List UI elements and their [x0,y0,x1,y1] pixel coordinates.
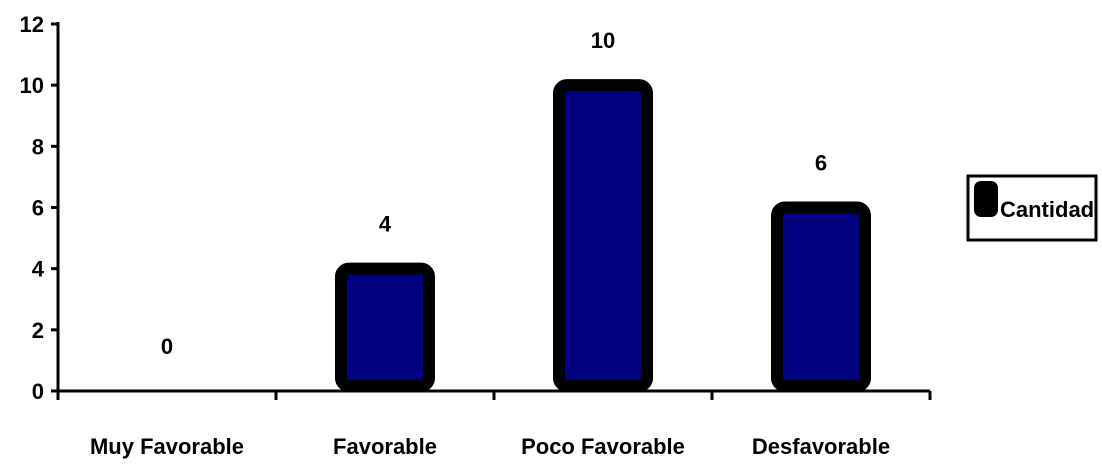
category-label: Desfavorable [752,434,890,459]
x-ticks: Muy Favorable Favorable Poco Favorable Desf… [56,391,932,459]
bar [771,201,871,392]
y-tick-label: 6 [32,196,44,221]
y-tick-label: 4 [32,257,45,282]
legend-swatch [974,181,998,217]
x-axis: Muy Favorable Favorable Poco Favorable Desf… [56,389,932,459]
bar [553,79,653,393]
y-axis: 0 2 4 6 8 10 12 [20,12,60,404]
legend-label: Cantidad [1000,197,1094,222]
data-label: 10 [591,28,615,53]
y-tick-label: 8 [32,134,44,159]
data-label: 4 [379,212,392,237]
y-tick-label: 10 [20,73,44,98]
data-label: 0 [161,334,173,359]
bar [335,262,435,392]
legend: Cantidad [966,174,1098,242]
data-labels: 0 4 10 6 [161,28,827,359]
category-label: Poco Favorable [521,434,685,459]
data-label: 6 [815,151,827,176]
y-tick-label: 2 [32,318,44,343]
y-tick-label: 0 [32,379,44,404]
category-label: Muy Favorable [90,434,244,459]
y-ticks: 0 2 4 6 8 10 12 [20,12,58,404]
y-tick-label: 12 [20,12,44,37]
category-label: Favorable [333,434,437,459]
bars [335,79,871,393]
